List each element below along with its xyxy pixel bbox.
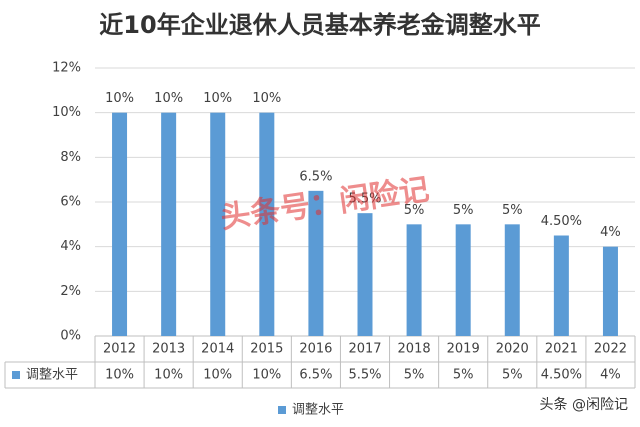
bar: [210, 112, 226, 337]
table-cell: 5%: [453, 368, 474, 383]
table-cell: 4%: [600, 368, 621, 383]
bar: [357, 213, 373, 336]
x-tick-label: 2013: [152, 342, 185, 357]
table-cell: 10%: [154, 368, 183, 383]
table-cell: 6.5%: [299, 368, 332, 383]
table-cell: 10%: [252, 368, 281, 383]
bar: [308, 190, 324, 336]
x-tick-label: 2020: [496, 342, 529, 357]
x-tick-label: 2021: [545, 342, 578, 357]
data-label: 10%: [203, 91, 232, 106]
bar: [161, 112, 177, 337]
bar: [455, 224, 471, 336]
bar: [112, 112, 128, 337]
x-tick-label: 2014: [201, 342, 234, 357]
data-label: 5%: [502, 203, 523, 218]
x-tick-label: 2015: [250, 342, 283, 357]
table-cell: 5%: [404, 368, 425, 383]
data-label: 5.5%: [348, 192, 381, 207]
y-tick-label: 10%: [52, 105, 81, 120]
y-tick-label: 0%: [60, 329, 81, 344]
table-cell: 5.5%: [348, 368, 381, 383]
source-watermark: 头条 @闲险记: [540, 396, 628, 413]
table-cell: 10%: [105, 368, 134, 383]
bar: [406, 224, 422, 336]
bar: [602, 246, 618, 336]
table-cell: 10%: [203, 368, 232, 383]
chart-title: 近10年企业退休人员基本养老金调整水平: [99, 11, 540, 39]
y-tick-label: 4%: [60, 239, 81, 254]
data-label: 4.50%: [541, 214, 582, 229]
legend-swatch: [278, 406, 286, 414]
x-tick-label: 2016: [299, 342, 332, 357]
table-cell: 5%: [502, 368, 523, 383]
bar: [259, 112, 275, 337]
x-tick-label: 2018: [398, 342, 431, 357]
legend-swatch: [12, 371, 20, 379]
data-label: 10%: [105, 91, 134, 106]
data-label: 10%: [154, 91, 183, 106]
x-tick-label: 2017: [348, 342, 381, 357]
x-tick-label: 2022: [594, 342, 627, 357]
data-label: 5%: [453, 203, 474, 218]
data-label: 6.5%: [299, 169, 332, 184]
y-tick-label: 6%: [60, 195, 81, 210]
y-tick-label: 8%: [60, 150, 81, 165]
bar: [553, 235, 569, 336]
table-cell: 4.50%: [541, 368, 582, 383]
legend-label: 调整水平: [292, 403, 344, 418]
bar: [504, 224, 520, 336]
y-tick-label: 12%: [52, 61, 81, 76]
data-label: 5%: [404, 203, 425, 218]
data-label: 10%: [252, 91, 281, 106]
y-tick-label: 2%: [60, 284, 81, 299]
data-label: 4%: [600, 225, 621, 240]
x-tick-label: 2019: [447, 342, 480, 357]
x-tick-label: 2012: [103, 342, 136, 357]
table-row-header: 调整水平: [26, 368, 78, 383]
